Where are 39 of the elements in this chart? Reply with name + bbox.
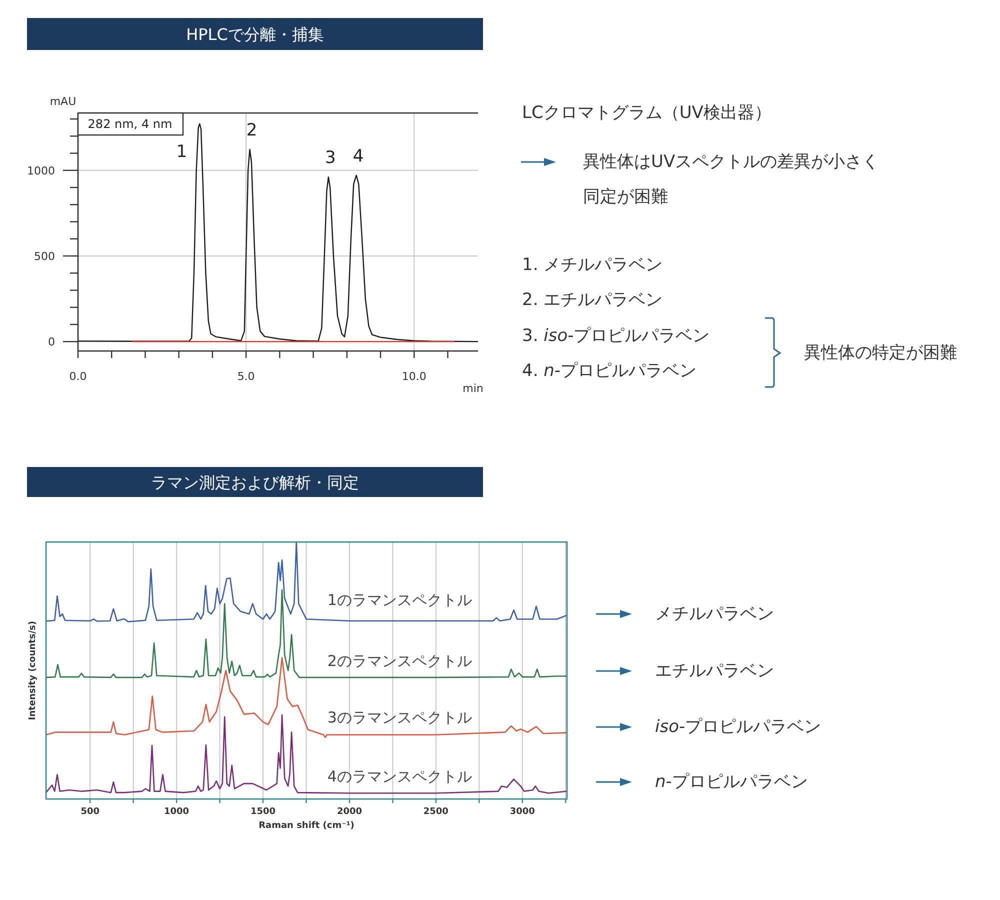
x-tick-label: 3000: [510, 807, 535, 817]
chart-title: ラマン測定および解析・同定: [151, 472, 359, 492]
text: 同定が困難: [583, 187, 668, 207]
y-tick-label: 1000: [27, 164, 55, 177]
x-tick-label: 2500: [423, 807, 448, 817]
x-axis-title: min: [462, 382, 484, 394]
y-tick-label: 0: [48, 335, 55, 348]
series-label: 1のラマンスペクトル: [327, 591, 472, 610]
x-tick-label: 0.0: [69, 370, 87, 382]
text: 4. n-プロピルパラベン: [522, 361, 697, 381]
annotation: 2: [246, 120, 258, 140]
text: 異性体はUVスペクトルの差異が小さく: [583, 152, 880, 172]
chart-title: HPLCで分離・捕集: [186, 24, 324, 44]
x-tick-label: 500: [80, 807, 100, 817]
series-label: 3のラマンスペクトル: [327, 708, 472, 727]
x-tick-label: 5.0: [237, 370, 255, 382]
annotation: 3: [325, 148, 336, 168]
text: n-プロピルパラベン: [655, 772, 808, 792]
annotation: 1: [176, 142, 188, 162]
text: メチルパラベン: [655, 604, 774, 624]
text: 3. iso-プロピルパラベン: [522, 326, 710, 346]
x-tick-label: 2000: [336, 807, 362, 817]
series-label: 2のラマンスペクトル: [327, 652, 472, 670]
annotation: 282 nm, 4 nm: [88, 117, 172, 131]
y-tick-label: 500: [34, 249, 55, 262]
x-tick-label: 1000: [164, 807, 190, 817]
x-tick-label: 1500: [250, 807, 276, 817]
text: エチルパラベン: [655, 661, 774, 681]
text: LCクロマトグラム（UV検出器）: [522, 103, 772, 123]
y-axis-title: Intensity (counts/s): [28, 620, 38, 720]
x-axis-title: Raman shift (cm⁻¹): [258, 821, 354, 831]
text: iso-プロピルパラベン: [655, 717, 822, 737]
text: 2. エチルパラベン: [522, 290, 663, 310]
y-axis-title: mAU: [50, 94, 76, 108]
text: 異性体の特定が困難: [804, 343, 957, 363]
series-label: 4のラマンスペクトル: [327, 767, 472, 786]
x-tick-label: 10.0: [402, 370, 426, 382]
annotation: 4: [352, 146, 364, 166]
text: 1. メチルパラベン: [522, 255, 663, 275]
